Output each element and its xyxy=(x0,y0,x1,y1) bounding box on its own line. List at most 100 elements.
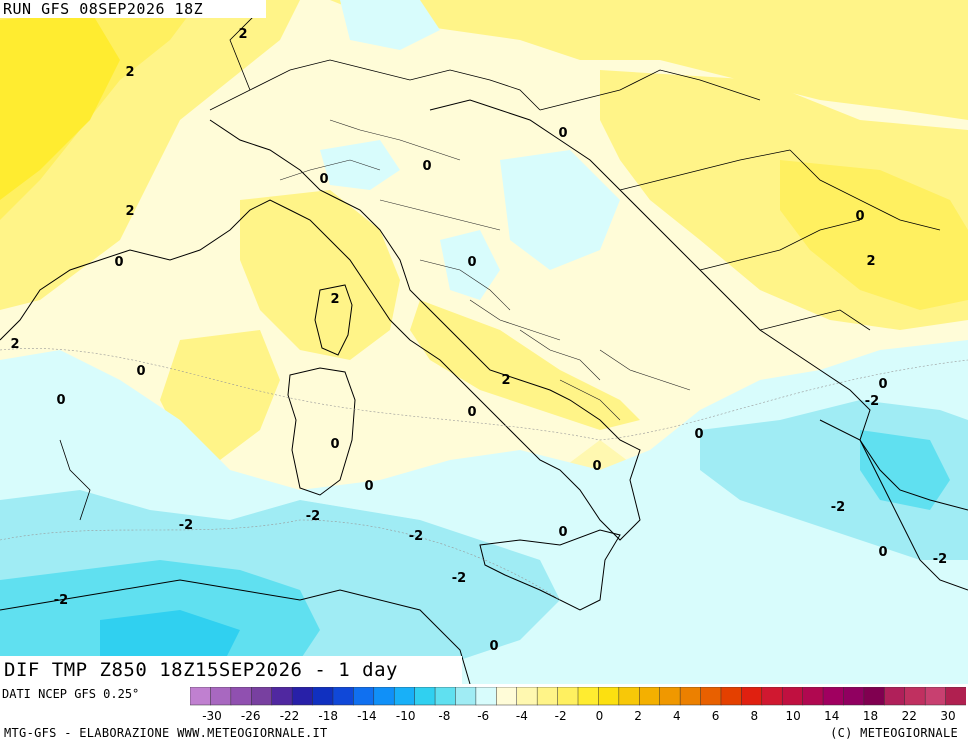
contour-label: -2 xyxy=(409,529,423,544)
color-swatch xyxy=(863,687,885,706)
color-swatch xyxy=(516,687,538,706)
contour-label: -2 xyxy=(865,394,879,409)
region-borders xyxy=(279,119,691,421)
contour-label: 2 xyxy=(866,254,875,269)
color-swatch xyxy=(251,687,273,706)
color-swatch xyxy=(230,687,252,706)
contour-label: -2 xyxy=(452,571,466,586)
contour-label: 2 xyxy=(238,27,247,42)
color-scale-tick-label: 6 xyxy=(712,709,720,723)
color-swatch xyxy=(598,687,620,706)
color-scale-tick-label: 2 xyxy=(634,709,642,723)
color-swatch xyxy=(659,687,681,706)
color-swatch xyxy=(210,687,232,706)
anomaly-map: 2 2 2 0 0 0 0 0 2 2 0 2 0 0 0 0 2 0 0 -2 0 0 -2 -2 -2 0 -2 -2 0 -2 0 -2 xyxy=(0,0,968,684)
contour-label: 2 xyxy=(330,292,339,307)
color-scale-tick-label: -30 xyxy=(202,709,222,723)
color-swatch xyxy=(190,687,211,706)
contour-label: -2 xyxy=(831,500,845,515)
color-scale-tick-label: -22 xyxy=(280,709,300,723)
color-swatch xyxy=(291,687,314,706)
color-swatch xyxy=(843,687,865,706)
color-swatch xyxy=(761,687,783,706)
color-swatch xyxy=(393,687,416,706)
color-swatch xyxy=(924,687,947,706)
color-swatch xyxy=(475,687,497,706)
color-swatch xyxy=(577,687,599,706)
color-scale-tick-label: 8 xyxy=(750,709,758,723)
credit-right: (C) METEOGIORNALE xyxy=(830,726,958,740)
color-scale-tick-label: -4 xyxy=(516,709,528,723)
color-swatch xyxy=(414,687,436,706)
color-swatch xyxy=(271,687,293,706)
credit-left: MTG-GFS - ELABORAZIONE WWW.METEOGIORNALE… xyxy=(4,726,328,740)
color-swatch xyxy=(679,687,702,706)
color-swatch xyxy=(618,687,640,706)
color-swatch xyxy=(822,687,845,706)
color-scale: -30 -26 -22 -18 -14 -10 -8 -6 -4 -2 0 2 4 6 8 10 14 18 22 3… xyxy=(190,687,966,723)
contour-label: 0 xyxy=(558,525,567,540)
contour-lines xyxy=(0,348,968,601)
color-swatch xyxy=(332,687,354,706)
contour-label: 0 xyxy=(694,427,703,442)
contour-label: 0 xyxy=(330,437,339,452)
contour-label: 0 xyxy=(422,159,431,174)
color-scale-tick-label: 10 xyxy=(785,709,800,723)
contour-label: 0 xyxy=(878,545,887,560)
contour-label: 0 xyxy=(878,377,887,392)
color-scale-swatches xyxy=(190,687,966,706)
color-swatch xyxy=(373,687,395,706)
contour-label: -2 xyxy=(54,593,68,608)
contour-label: 0 xyxy=(489,639,498,654)
contour-label: 2 xyxy=(501,373,510,388)
contour-label: 0 xyxy=(592,459,601,474)
color-scale-tick-label: 4 xyxy=(673,709,681,723)
contour-label: 0 xyxy=(114,255,123,270)
color-scale-tick-label: -10 xyxy=(396,709,416,723)
color-swatch xyxy=(700,687,722,706)
color-scale-tick-label: -26 xyxy=(241,709,261,723)
color-scale-tick-label: 18 xyxy=(863,709,878,723)
color-scale-tick-label: 30 xyxy=(940,709,955,723)
color-scale-tick-label: -14 xyxy=(357,709,377,723)
color-scale-tick-label: -18 xyxy=(318,709,338,723)
contour-label: 0 xyxy=(364,479,373,494)
color-swatch xyxy=(455,687,477,706)
negative-anomaly-areas xyxy=(0,0,968,684)
color-swatch xyxy=(802,687,824,706)
contour-label: -2 xyxy=(306,509,320,524)
color-swatch xyxy=(557,687,579,706)
positive-anomaly-areas xyxy=(0,0,968,684)
color-scale-tick-label: -8 xyxy=(438,709,450,723)
contour-label: 0 xyxy=(136,364,145,379)
contour-label: 0 xyxy=(56,393,65,408)
color-swatch xyxy=(312,687,334,706)
color-swatch xyxy=(353,687,375,706)
data-source-label: DATI NCEP GFS 0.25° xyxy=(2,687,140,701)
color-scale-ticks: -30 -26 -22 -18 -14 -10 -8 -6 -4 -2 0 2 4 6 8 10 14 18 22 3… xyxy=(202,709,955,723)
color-swatch xyxy=(536,687,559,706)
contour-label-layer: 2 2 2 0 0 0 0 0 2 2 0 2 0 0 0 0 2 0 0 -2 0 0 -2 -2 -2 0 -2 -2 0 -2 0 -2 xyxy=(10,27,947,654)
contour-label: 0 xyxy=(855,209,864,224)
color-swatch xyxy=(639,687,661,706)
color-scale-tick-label: 14 xyxy=(824,709,839,723)
field-title: DIF TMP Z850 18Z15SEP2026 - 1 day xyxy=(0,656,462,684)
color-swatch xyxy=(904,687,926,706)
country-borders xyxy=(59,9,941,521)
contour-label: 2 xyxy=(10,337,19,352)
color-swatch xyxy=(781,687,804,706)
color-swatch xyxy=(434,687,457,706)
color-swatch xyxy=(884,687,906,706)
color-scale-tick-label: 22 xyxy=(902,709,917,723)
contour-label: 0 xyxy=(558,126,567,141)
color-swatch xyxy=(496,687,518,706)
run-title: RUN GFS 08SEP2026 18Z xyxy=(0,0,266,18)
contour-label: 2 xyxy=(125,65,134,80)
color-swatch xyxy=(720,687,742,706)
contour-label: 2 xyxy=(125,204,134,219)
contour-label: 0 xyxy=(319,172,328,187)
contour-label: -2 xyxy=(933,552,947,567)
contour-label: 0 xyxy=(467,405,476,420)
color-scale-tick-label: -2 xyxy=(555,709,567,723)
